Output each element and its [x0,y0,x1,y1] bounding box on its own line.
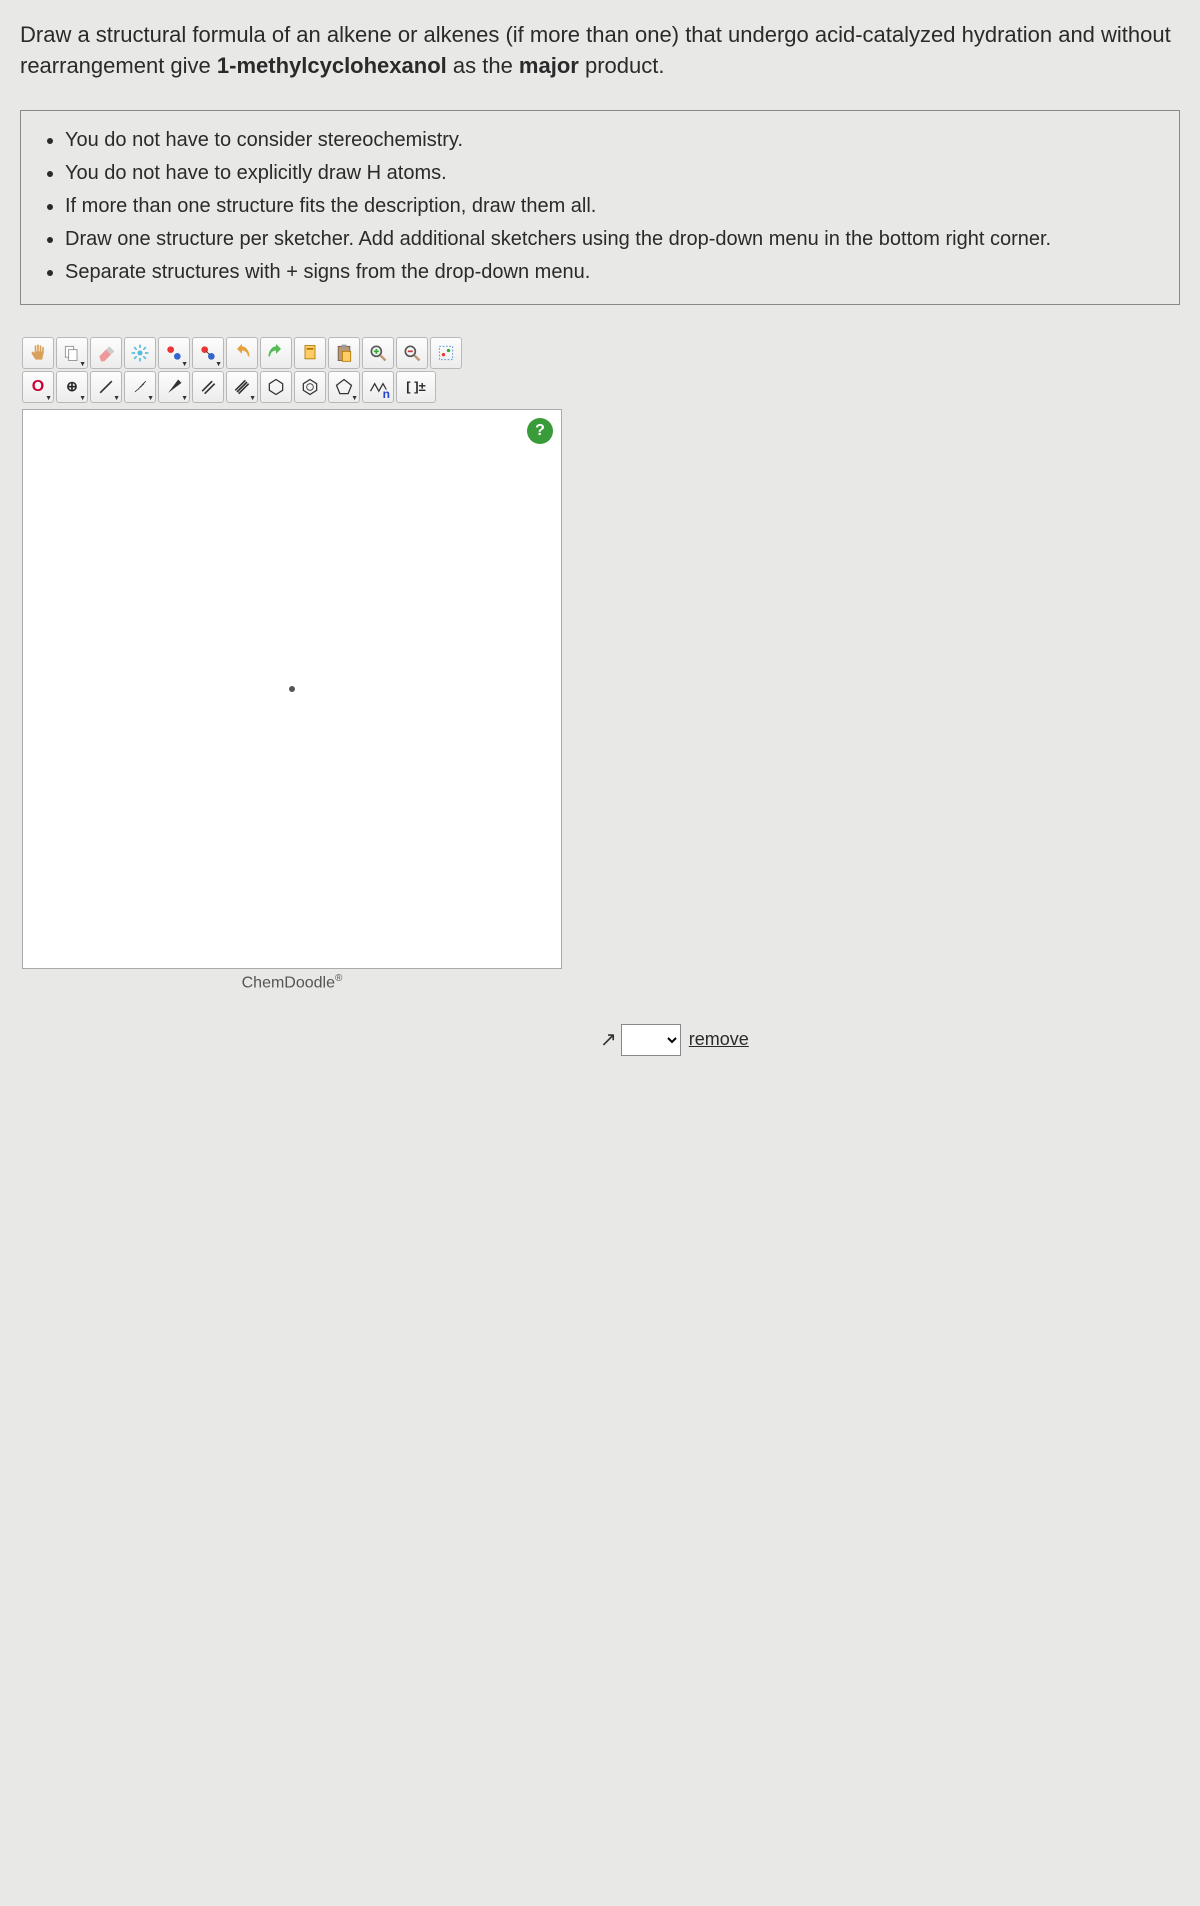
charge-label: ⊕ [66,378,78,395]
cut-button[interactable] [294,337,326,369]
toolbar-row-1: ▼ ▼ ▼ [22,337,562,369]
center-tool[interactable] [124,337,156,369]
question-bold1: 1-methylcyclohexanol [217,53,447,78]
brand-reg: ® [335,973,342,984]
brand-text: ChemDoodle [242,974,335,991]
recessed-bond-button[interactable]: ▼ [124,371,156,403]
chain-button[interactable]: n [362,371,394,403]
paste-button[interactable] [328,337,360,369]
oxygen-atom-button[interactable]: O▼ [22,371,54,403]
benzene-button[interactable] [294,371,326,403]
question-part2: as the [447,53,519,78]
help-label: ? [535,422,545,440]
help-button[interactable]: ? [527,418,553,444]
copy-tool[interactable]: ▼ [56,337,88,369]
instruction-item: You do not have to explicitly draw H ato… [65,158,1159,189]
atom-tool-2[interactable]: ▼ [192,337,224,369]
wedge-bond-button[interactable]: ▼ [158,371,190,403]
instruction-item: Separate structures with + signs from th… [65,257,1159,288]
hand-tool[interactable] [22,337,54,369]
bracket-button[interactable]: [ ]± [396,371,436,403]
toolbar-row-2: O▼ ⊕▼ ▼ ▼ ▼ ▼ ▼ n [ ]± [22,371,562,403]
hexagon-button[interactable] [260,371,292,403]
sketcher-control-row: ↗ remove [600,1024,1180,1056]
canvas-origin-dot [289,686,295,692]
marquee-button[interactable] [430,337,462,369]
instruction-item: If more than one structure fits the desc… [65,191,1159,222]
zoom-out-button[interactable] [396,337,428,369]
instruction-box: You do not have to consider stereochemis… [20,110,1180,305]
question-text: Draw a structural formula of an alkene o… [20,20,1180,82]
zoom-in-button[interactable] [362,337,394,369]
sketcher: ▼ ▼ ▼ O▼ ⊕▼ ▼ ▼ ▼ ▼ ▼ n [ ]± ? ChemDoodl… [22,337,562,992]
arrow-icon: ↗ [600,1027,617,1052]
remove-link[interactable]: remove [689,1029,749,1050]
chemdoodle-brand: ChemDoodle® [22,973,562,992]
eraser-tool[interactable] [90,337,122,369]
oxygen-label: O [32,378,44,396]
instruction-item: You do not have to consider stereochemis… [65,125,1159,156]
instruction-list: You do not have to consider stereochemis… [49,125,1159,288]
atom-tool-1[interactable]: ▼ [158,337,190,369]
pentagon-button[interactable]: ▼ [328,371,360,403]
sketcher-count-select[interactable] [621,1024,681,1056]
question-bold2: major [519,53,579,78]
undo-button[interactable] [226,337,258,369]
double-bond-button[interactable] [192,371,224,403]
single-bond-button[interactable]: ▼ [90,371,122,403]
double-bond2-button[interactable]: ▼ [226,371,258,403]
question-part3: product. [579,53,665,78]
bracket-label: [ ]± [406,379,425,394]
chain-n-label: n [383,387,390,401]
drawing-canvas[interactable]: ? [22,409,562,969]
instruction-item: Draw one structure per sketcher. Add add… [65,224,1159,255]
redo-button[interactable] [260,337,292,369]
charge-button[interactable]: ⊕▼ [56,371,88,403]
